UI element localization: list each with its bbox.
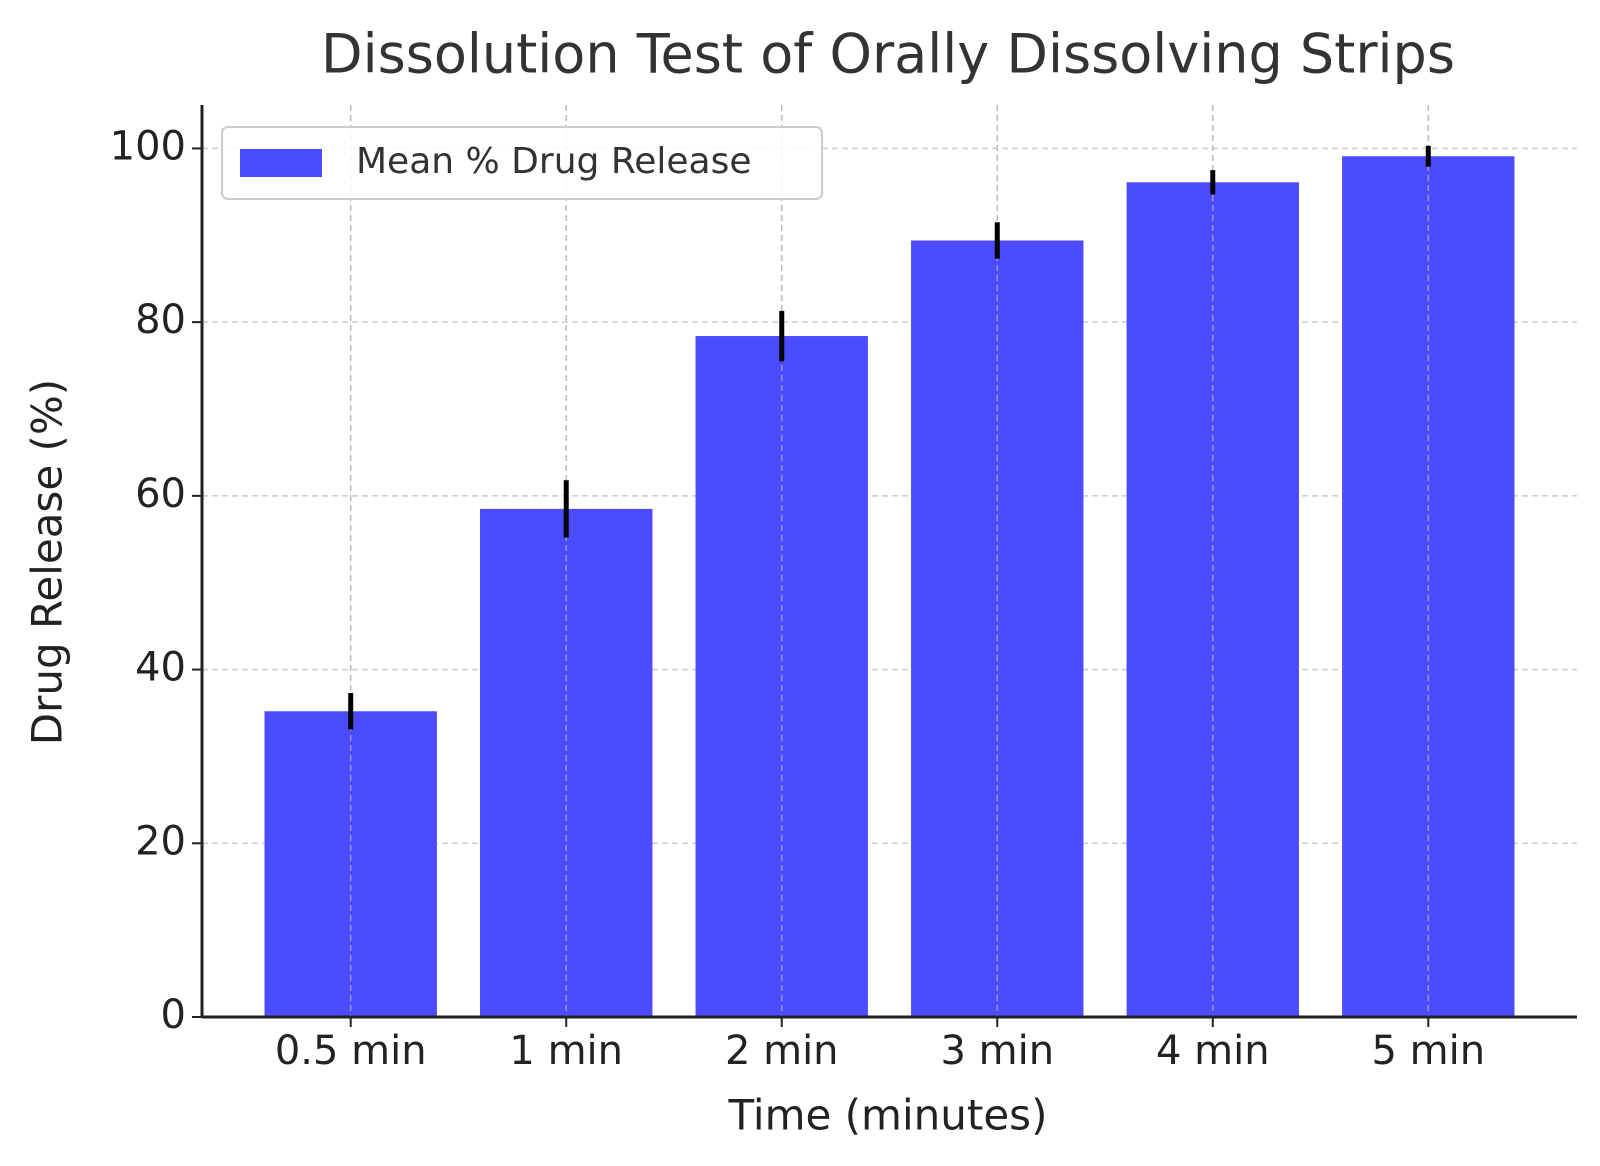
legend-swatch <box>240 149 322 177</box>
y-tick-label: 20 <box>135 818 186 864</box>
chart-title: Dissolution Test of Orally Dissolving St… <box>321 23 1455 86</box>
x-tick-label: 1 min <box>509 1028 623 1074</box>
legend: Mean % Drug Release <box>221 126 823 200</box>
x-tick-label: 5 min <box>1371 1028 1485 1074</box>
bar <box>480 508 653 1017</box>
x-axis-label: Time (minutes) <box>728 1091 1048 1140</box>
y-tick-label: 40 <box>135 645 186 691</box>
y-tick-label: 100 <box>110 123 186 169</box>
x-tick-label: 2 min <box>725 1028 839 1074</box>
y-tick-label: 80 <box>135 297 186 343</box>
y-axis-label: Drug Release (%) <box>23 379 72 745</box>
x-tick-label: 3 min <box>940 1028 1054 1074</box>
x-tick-label: 4 min <box>1156 1028 1270 1074</box>
legend-box <box>221 126 823 200</box>
x-tick-label: 0.5 min <box>275 1028 427 1074</box>
legend-label: Mean % Drug Release <box>356 141 751 182</box>
y-tick-label: 0 <box>161 992 186 1038</box>
y-tick-label: 60 <box>135 471 186 517</box>
